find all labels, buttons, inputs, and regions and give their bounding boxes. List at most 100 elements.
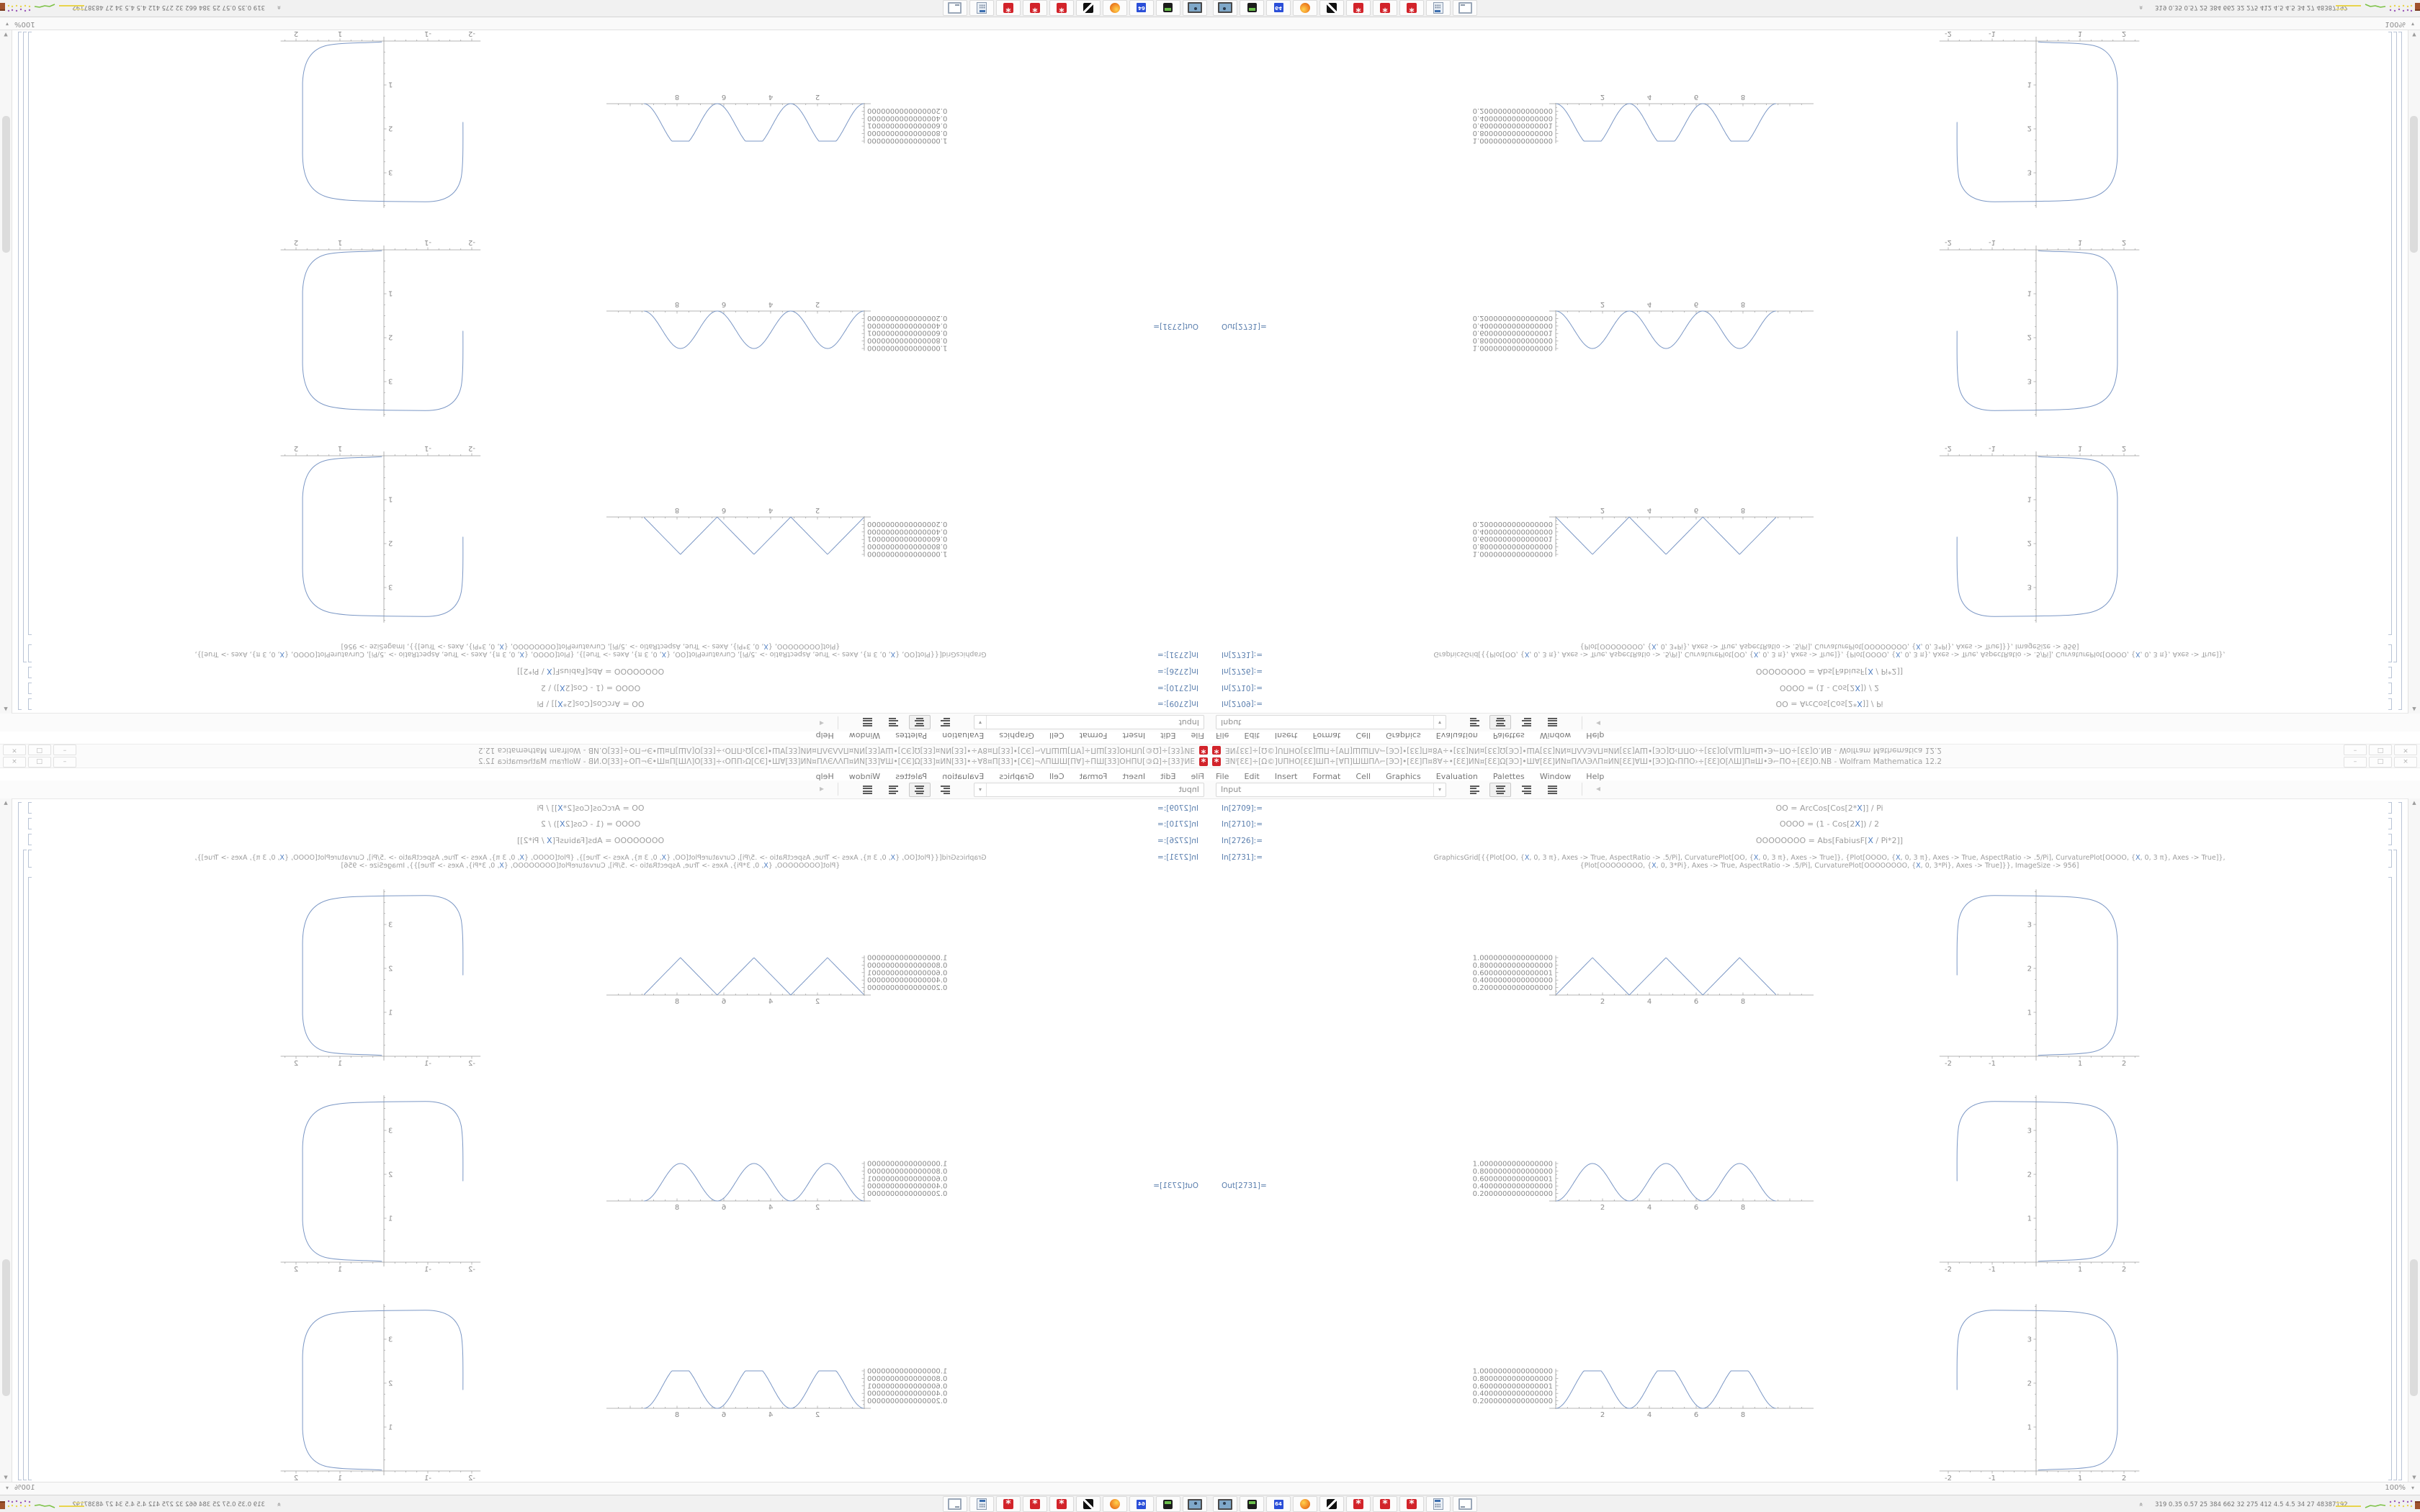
- taskbar-button-device[interactable]: [1156, 1496, 1180, 1512]
- align-left-button[interactable]: [1464, 715, 1485, 729]
- taskbar-button-monitor[interactable]: [1183, 0, 1207, 16]
- input-expression-2[interactable]: OOOO = (1 - Cos[2X]) / 2: [540, 819, 641, 829]
- restore-button[interactable]: □: [2369, 757, 2392, 768]
- cell-style-dropdown[interactable]: Input ▾: [1216, 783, 1446, 797]
- scrollbar-thumb[interactable]: [2, 1259, 10, 1396]
- align-right-button[interactable]: [1515, 783, 1537, 797]
- chevron-down-icon[interactable]: ▾: [974, 716, 987, 729]
- taskbar-button-terminal[interactable]: [1453, 0, 1477, 16]
- taskbar-button-wolfram-3[interactable]: *: [996, 0, 1021, 16]
- window-title-bar[interactable]: * ƎNˡ[ƐƐ]÷[Ω©]UΠHŌ[ƐƐ]ШΠ÷[ⱯΠ]ШШΠΛ⌐[ЭϽ]•[…: [1210, 756, 2420, 768]
- menu-graphics[interactable]: Graphics: [1386, 772, 1421, 781]
- cell-bracket-in1[interactable]: [2388, 802, 2392, 814]
- menu-format[interactable]: Format: [1312, 772, 1341, 781]
- input-expression-1[interactable]: OO = ArcCos[Cos[2*X]] / Pi: [1775, 804, 1883, 813]
- magnification-dropdown-icon[interactable]: ▾: [2411, 1485, 2414, 1491]
- collapse-toolbar-icon[interactable]: ◂: [1596, 783, 1601, 793]
- minimize-button[interactable]: –: [53, 744, 76, 755]
- taskbar-button-firefox[interactable]: [1293, 0, 1317, 16]
- taskbar-button-black-app[interactable]: [1076, 0, 1101, 16]
- menu-palettes[interactable]: Palettes: [1492, 772, 1525, 781]
- collapse-toolbar-icon[interactable]: ◂: [819, 719, 824, 729]
- menu-edit[interactable]: Edit: [1160, 731, 1176, 740]
- menu-insert[interactable]: Insert: [1274, 731, 1298, 740]
- magnification-value[interactable]: 100%: [2385, 1484, 2406, 1492]
- cell-bracket-output[interactable]: [28, 877, 32, 1480]
- input-expression-3[interactable]: OOOOOOOO = Abs[FabiusF[X / Pi*2]]: [1755, 836, 1904, 845]
- taskbar-button-wolfram-3[interactable]: *: [996, 1496, 1021, 1512]
- input-expression-2[interactable]: OOOO = (1 - Cos[2X]) / 2: [1779, 819, 1880, 829]
- taskbar-button-calculator[interactable]: [1426, 0, 1451, 16]
- cell-bracket-in3[interactable]: [2388, 834, 2392, 845]
- taskbar-button-wolfram-2[interactable]: *: [1023, 1496, 1047, 1512]
- cell-bracket-output[interactable]: [2388, 32, 2392, 635]
- input-expression-3[interactable]: OOOOOOOO = Abs[FabiusF[X / Pi*2]]: [1755, 667, 1904, 676]
- menu-palettes[interactable]: Palettes: [1492, 731, 1525, 740]
- taskbar-button-terminal[interactable]: [943, 0, 967, 16]
- taskbar-button-floppy64[interactable]: 64: [1129, 0, 1154, 16]
- input-expression-1[interactable]: OO = ArcCos[Cos[2*X]] / Pi: [537, 699, 645, 708]
- input-expression-4-line1[interactable]: GraphicsGrid[{{Plot[OO, {X, 0, 3 π}, Axe…: [194, 650, 987, 658]
- menu-insert[interactable]: Insert: [1122, 731, 1146, 740]
- vertical-scrollbar[interactable]: ▲ ▼: [2408, 30, 2420, 714]
- tray-expander-icon[interactable]: »: [274, 1502, 283, 1507]
- scroll-down-icon[interactable]: ▼: [2412, 32, 2416, 37]
- menu-graphics[interactable]: Graphics: [1386, 731, 1421, 740]
- taskbar-button-wolfram-2[interactable]: *: [1023, 0, 1047, 16]
- close-button[interactable]: ×: [2394, 744, 2417, 755]
- taskbar-button-terminal[interactable]: [1453, 1496, 1477, 1512]
- cell-group-bracket[interactable]: [2393, 32, 2397, 662]
- minimize-button[interactable]: –: [53, 757, 76, 768]
- chevron-down-icon[interactable]: ▾: [1433, 716, 1446, 729]
- justify-full-button[interactable]: [857, 783, 879, 797]
- menu-file[interactable]: File: [1191, 731, 1204, 740]
- menu-format[interactable]: Format: [1079, 731, 1108, 740]
- taskbar-button-wolfram-1[interactable]: *: [1346, 1496, 1371, 1512]
- taskbar-button-calculator[interactable]: [1426, 1496, 1451, 1512]
- cell-group-bracket[interactable]: [2393, 850, 2397, 1480]
- cell-bracket-output[interactable]: [2388, 877, 2392, 1480]
- restore-button[interactable]: □: [2369, 744, 2392, 755]
- taskbar-button-wolfram-1[interactable]: *: [1049, 1496, 1074, 1512]
- menu-edit[interactable]: Edit: [1244, 772, 1260, 781]
- cell-group-bracket[interactable]: [23, 32, 27, 662]
- window-title-bar[interactable]: * ƎNˡ[ƐƐ]÷[Ω©]UΠHŌ[ƐƐ]ШΠ÷[ⱯΠ]ШШΠΛ⌐[ЭϽ]•[…: [0, 744, 1210, 756]
- align-left-button[interactable]: [935, 783, 956, 797]
- cell-style-dropdown[interactable]: Input ▾: [974, 783, 1204, 797]
- taskbar-button-terminal[interactable]: [943, 1496, 967, 1512]
- taskbar-button-wolfram-2[interactable]: *: [1373, 1496, 1397, 1512]
- tray-expander-icon[interactable]: »: [2137, 1502, 2146, 1507]
- cell-bracket-in3[interactable]: [2388, 667, 2392, 678]
- cell-bracket-in2[interactable]: [28, 683, 32, 694]
- scroll-down-icon[interactable]: ▼: [2412, 1475, 2416, 1480]
- scroll-down-icon[interactable]: ▼: [4, 32, 8, 37]
- input-expression-1[interactable]: OO = ArcCos[Cos[2*X]] / Pi: [1775, 699, 1883, 708]
- align-right-button[interactable]: [883, 715, 905, 729]
- magnification-dropdown-icon[interactable]: ▾: [6, 1485, 9, 1491]
- align-right-button[interactable]: [1515, 715, 1537, 729]
- menu-help[interactable]: Help: [1586, 772, 1605, 781]
- taskbar-button-wolfram-1[interactable]: *: [1346, 0, 1371, 16]
- align-center-button[interactable]: [1489, 783, 1511, 797]
- restore-button[interactable]: □: [28, 744, 51, 755]
- align-left-button[interactable]: [935, 715, 956, 729]
- cell-bracket-in3[interactable]: [28, 667, 32, 678]
- align-center-button[interactable]: [909, 715, 931, 729]
- outer-group-bracket[interactable]: [2398, 32, 2402, 710]
- menu-window[interactable]: Window: [848, 731, 881, 740]
- menu-palettes[interactable]: Palettes: [895, 731, 928, 740]
- justify-full-button[interactable]: [1541, 783, 1563, 797]
- cell-bracket-in2[interactable]: [2388, 818, 2392, 829]
- taskbar-button-black-app[interactable]: [1319, 1496, 1344, 1512]
- cell-bracket-in4[interactable]: [2388, 850, 2392, 868]
- taskbar-button-device[interactable]: [1240, 0, 1264, 16]
- taskbar-button-monitor[interactable]: [1183, 1496, 1207, 1512]
- close-button[interactable]: ×: [2394, 757, 2417, 768]
- align-center-button[interactable]: [909, 783, 931, 797]
- taskbar-button-floppy64[interactable]: 64: [1266, 1496, 1291, 1512]
- scroll-up-icon[interactable]: ▲: [4, 800, 8, 806]
- collapse-toolbar-icon[interactable]: ◂: [1596, 719, 1601, 729]
- window-title-bar[interactable]: * ƎNˡ[ƐƐ]÷[Ω©]UΠHŌ[ƐƐ]ШΠ÷[ⱯΠ]ШШΠΛ⌐[ЭϽ]•[…: [1210, 744, 2420, 756]
- input-expression-4-line2[interactable]: {Plot[OOOOOOOO, {X, 0, 3*Pi}, Axes -> Tr…: [341, 642, 841, 650]
- vertical-scrollbar[interactable]: ▲ ▼: [0, 798, 12, 1482]
